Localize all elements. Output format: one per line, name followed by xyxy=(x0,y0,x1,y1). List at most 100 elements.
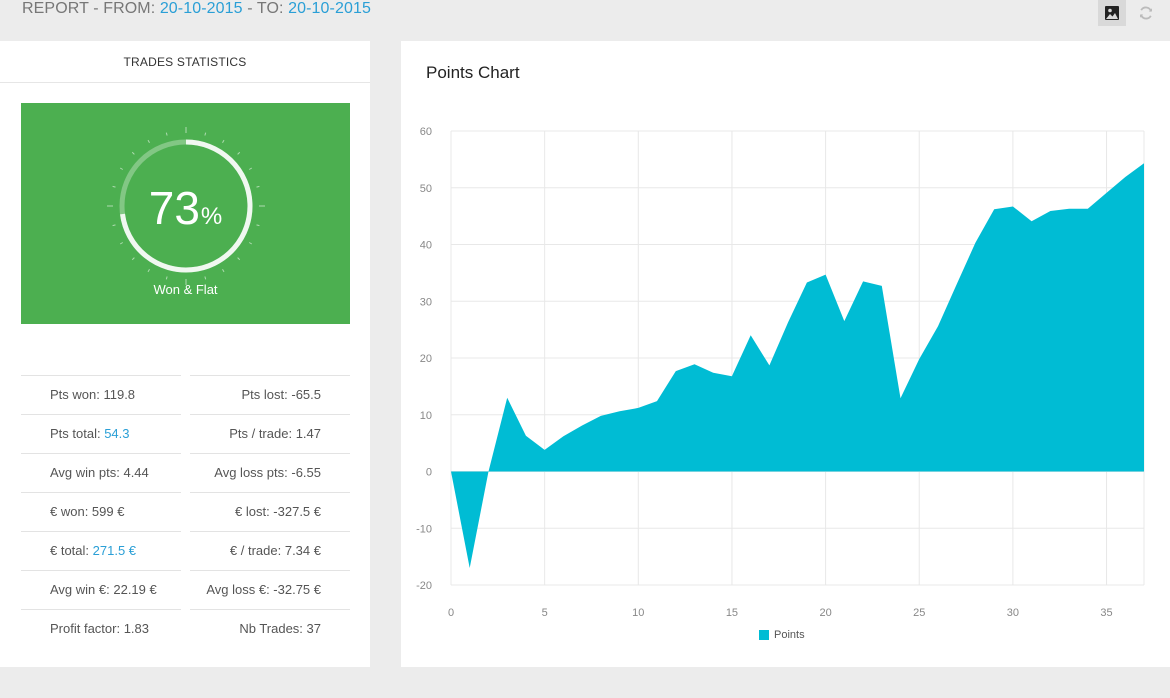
from-date[interactable]: 20-10-2015 xyxy=(159,0,243,17)
stats-row: Pts total: 54.3 Pts / trade: 1.47 xyxy=(21,414,350,453)
stats-row: Avg win €: 22.19 € Avg loss €: -32.75 € xyxy=(21,570,350,609)
stat-left: Pts total: 54.3 xyxy=(21,414,181,453)
refresh-icon xyxy=(1140,6,1152,20)
gauge-tick xyxy=(204,276,207,280)
points-chart: 60 50 40 30 20 10 0 -10 -20 0 5 10 15 20 25 30 35 xyxy=(416,126,1145,619)
x-tick-label: 25 xyxy=(913,607,925,619)
stats-row: € total: 271.5 € € / trade: 7.34 € xyxy=(21,531,350,570)
chart-legend[interactable]: Points xyxy=(759,629,805,641)
stat-value: 271.5 € xyxy=(92,543,137,558)
trades-statistics-panel: TRADES STATISTICS 73% Won & Flat Pts won… xyxy=(0,41,370,667)
x-tick-label: 35 xyxy=(1100,607,1112,619)
gauge-tick xyxy=(112,185,116,188)
gauge-tick xyxy=(112,224,116,227)
y-tick-label: -20 xyxy=(416,580,432,592)
stat-value: -65.5 xyxy=(291,387,321,402)
gauge-tick xyxy=(248,242,253,245)
y-tick-label: 20 xyxy=(420,353,432,365)
gauge-tick xyxy=(147,139,150,144)
stat-label: Avg win pts: xyxy=(50,465,124,480)
stats-table: Pts won: 119.8 Pts lost: -65.5 Pts total: … xyxy=(21,375,350,648)
image-icon xyxy=(1105,6,1119,20)
stat-right: € / trade: 7.34 € xyxy=(190,531,350,570)
gauge-tick xyxy=(222,268,225,273)
to-date[interactable]: 20-10-2015 xyxy=(288,0,371,17)
legend-label: Points xyxy=(774,629,805,641)
stat-label: Pts lost: xyxy=(241,387,292,402)
stat-label: Pts won: xyxy=(50,387,104,402)
gauge-tick xyxy=(119,242,124,245)
stat-right: Pts lost: -65.5 xyxy=(190,375,350,414)
x-tick-label: 15 xyxy=(726,607,738,619)
stat-label: Avg loss €: xyxy=(206,582,274,597)
gauge-number: 73 xyxy=(148,182,200,234)
stat-label: € total: xyxy=(50,543,93,558)
y-tick-label: 40 xyxy=(420,240,432,252)
stat-label: Avg loss pts: xyxy=(214,465,292,480)
gauge-tick xyxy=(248,167,253,170)
gauge-tick xyxy=(131,151,135,155)
gauge-tick xyxy=(119,167,124,170)
gauge-unit: % xyxy=(200,203,223,230)
gauge-tick xyxy=(222,139,225,144)
stat-label: € / trade: xyxy=(229,543,285,558)
gauge-tick xyxy=(147,268,150,273)
stat-left: Avg win €: 22.19 € xyxy=(21,570,181,609)
image-view-button[interactable] xyxy=(1098,0,1126,26)
stat-label: Pts total: xyxy=(50,426,105,441)
report-prefix: REPORT - FROM: xyxy=(22,0,160,17)
legend-swatch xyxy=(759,630,769,640)
stat-value: 37 xyxy=(306,621,321,636)
y-tick-label: 30 xyxy=(420,296,432,308)
win-rate-gauge: 73% Won & Flat xyxy=(21,103,350,324)
stat-value: -327.5 € xyxy=(273,504,321,519)
stat-value: 1.47 xyxy=(295,426,321,441)
report-header: REPORT - FROM: 20-10-2015 - TO: 20-10-20… xyxy=(0,0,1170,40)
stat-left: € won: 599 € xyxy=(21,492,181,531)
x-tick-label: 30 xyxy=(1007,607,1019,619)
chart-title: Points Chart xyxy=(426,63,520,82)
x-tick-label: 0 xyxy=(448,607,454,619)
stat-label: Avg win €: xyxy=(50,582,114,597)
gauge-tick xyxy=(256,185,260,188)
stat-left: Pts won: 119.8 xyxy=(21,375,181,414)
stat-value: -32.75 € xyxy=(273,582,321,597)
gauge-tick xyxy=(131,257,135,261)
refresh-button[interactable] xyxy=(1132,0,1160,26)
stats-row: Profit factor: 1.83 Nb Trades: 37 xyxy=(21,609,350,648)
y-tick-label: -10 xyxy=(416,523,432,535)
stat-value: 1.83 xyxy=(123,621,150,636)
report-mid: - TO: xyxy=(242,0,289,17)
stat-right: Avg loss €: -32.75 € xyxy=(190,570,350,609)
stats-row: Avg win pts: 4.44 Avg loss pts: -6.55 xyxy=(21,453,350,492)
gauge-label: Won & Flat xyxy=(153,282,218,297)
stat-left: € total: 271.5 € xyxy=(21,531,181,570)
gauge-value: 73% xyxy=(21,181,350,235)
stat-value: 599 € xyxy=(91,504,125,519)
stat-label: Profit factor: xyxy=(50,621,124,636)
y-tick-label: 0 xyxy=(426,467,432,479)
stat-value: 7.34 € xyxy=(284,543,321,558)
points-series-area xyxy=(451,163,1144,569)
stat-value: 54.3 xyxy=(104,426,130,441)
x-tick-label: 10 xyxy=(632,607,644,619)
gauge-tick xyxy=(237,257,241,261)
x-tick-label: 5 xyxy=(542,607,548,619)
stat-right: Pts / trade: 1.47 xyxy=(190,414,350,453)
gauge-ring xyxy=(107,127,265,285)
stat-value: 119.8 xyxy=(103,387,136,402)
stat-value: 22.19 € xyxy=(113,582,157,597)
points-chart-panel: 60 50 40 30 20 10 0 -10 -20 0 5 10 15 20 25 30 35 Points… xyxy=(401,41,1170,667)
report-date-range: REPORT - FROM: 20-10-2015 - TO: 20-10-20… xyxy=(22,0,371,18)
gauge-tick xyxy=(165,276,168,280)
gauge-tick xyxy=(237,151,241,155)
y-tick-label: 60 xyxy=(420,126,432,138)
gauge-tick xyxy=(256,224,260,227)
gauge-progress-arc xyxy=(120,139,253,273)
stat-right: Avg loss pts: -6.55 xyxy=(190,453,350,492)
stat-value: 4.44 xyxy=(123,465,149,480)
gauge-tick xyxy=(204,132,207,136)
y-tick-label: 10 xyxy=(420,410,432,422)
stat-label: Nb Trades: xyxy=(239,621,307,636)
stats-row: € won: 599 € € lost: -327.5 € xyxy=(21,492,350,531)
